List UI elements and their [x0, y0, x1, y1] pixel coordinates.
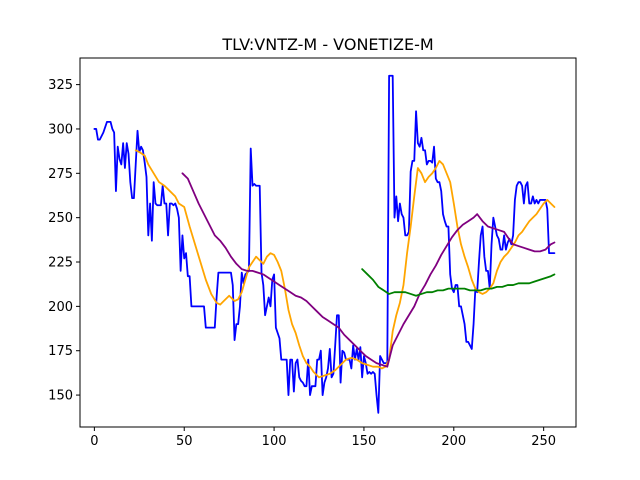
series-layer: [93, 74, 556, 414]
y-axis: 150 175 200 225 250 275 300 325: [48, 78, 80, 404]
y-tick-label: 150: [48, 389, 73, 404]
y-tick-label: 275: [48, 167, 73, 182]
series-line-2: [134, 149, 556, 379]
y-tick-label: 175: [48, 344, 73, 359]
x-tick-label: 250: [531, 434, 556, 449]
y-tick-label: 200: [48, 300, 73, 315]
x-tick-label: 50: [176, 434, 193, 449]
axes-frame: [79, 57, 577, 428]
x-tick-label: 150: [352, 434, 377, 449]
x-tick-label: 200: [441, 434, 466, 449]
x-tick-label: 100: [262, 434, 287, 449]
series-line-3: [181, 172, 556, 368]
x-axis: 0 50 100 150 200 250: [90, 427, 556, 449]
y-tick-label: 325: [48, 78, 73, 93]
series-line-1: [93, 74, 556, 414]
x-tick-label: 0: [90, 434, 98, 449]
y-tick-label: 250: [48, 211, 73, 226]
series-line-4: [361, 268, 556, 297]
chart-title: TLV:VNTZ-M - VONETIZE-M: [221, 35, 433, 54]
y-tick-label: 225: [48, 256, 73, 271]
plot-area: [79, 57, 577, 428]
y-tick-label: 300: [48, 122, 73, 137]
